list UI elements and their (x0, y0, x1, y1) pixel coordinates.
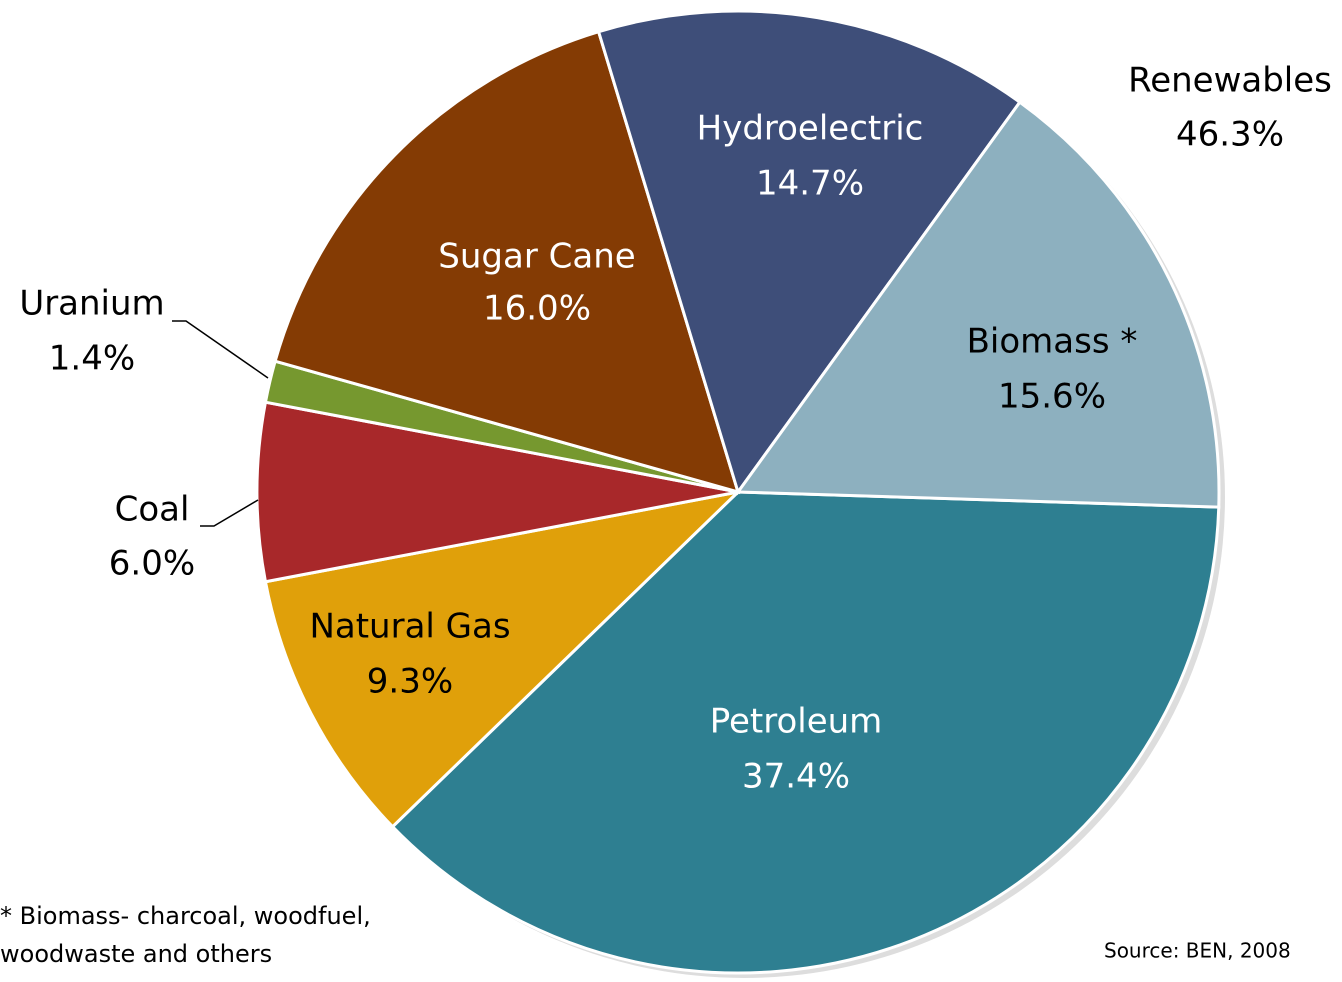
slice (390, 490, 1221, 975)
slice-value: 1.4% (49, 339, 135, 379)
leader-line (172, 320, 269, 379)
slice-label: Sugar Cane (438, 237, 635, 277)
slice (596, 9, 1022, 496)
leader-line (200, 499, 259, 527)
slice-label: Petroleum (710, 702, 883, 742)
slice (263, 489, 743, 829)
annotation-value: 46.3% (1176, 115, 1284, 155)
footnote: * Biomass- charcoal, woodfuel, (0, 902, 371, 930)
slice-value: 6.0% (109, 544, 195, 584)
slice-value: 37.4% (742, 757, 850, 797)
slice-value: 14.7% (756, 164, 864, 204)
source: Source: BEN, 2008 (1104, 939, 1291, 963)
annotation: Renewables (1128, 61, 1332, 101)
slice (735, 100, 1221, 509)
slice-label: Uranium (19, 284, 164, 324)
slice-label: Natural Gas (309, 607, 510, 647)
slice-value: 9.3% (367, 662, 453, 702)
slice (255, 400, 739, 584)
slice-value: 15.6% (998, 377, 1106, 417)
slices (255, 9, 1221, 975)
footnote: woodwaste and others (0, 940, 272, 968)
slice-value: 16.0% (483, 289, 591, 329)
slice-label: Hydroelectric (697, 109, 924, 149)
slice-label: Biomass * (967, 322, 1138, 362)
slice-label: Coal (115, 490, 190, 530)
slice (273, 29, 741, 495)
